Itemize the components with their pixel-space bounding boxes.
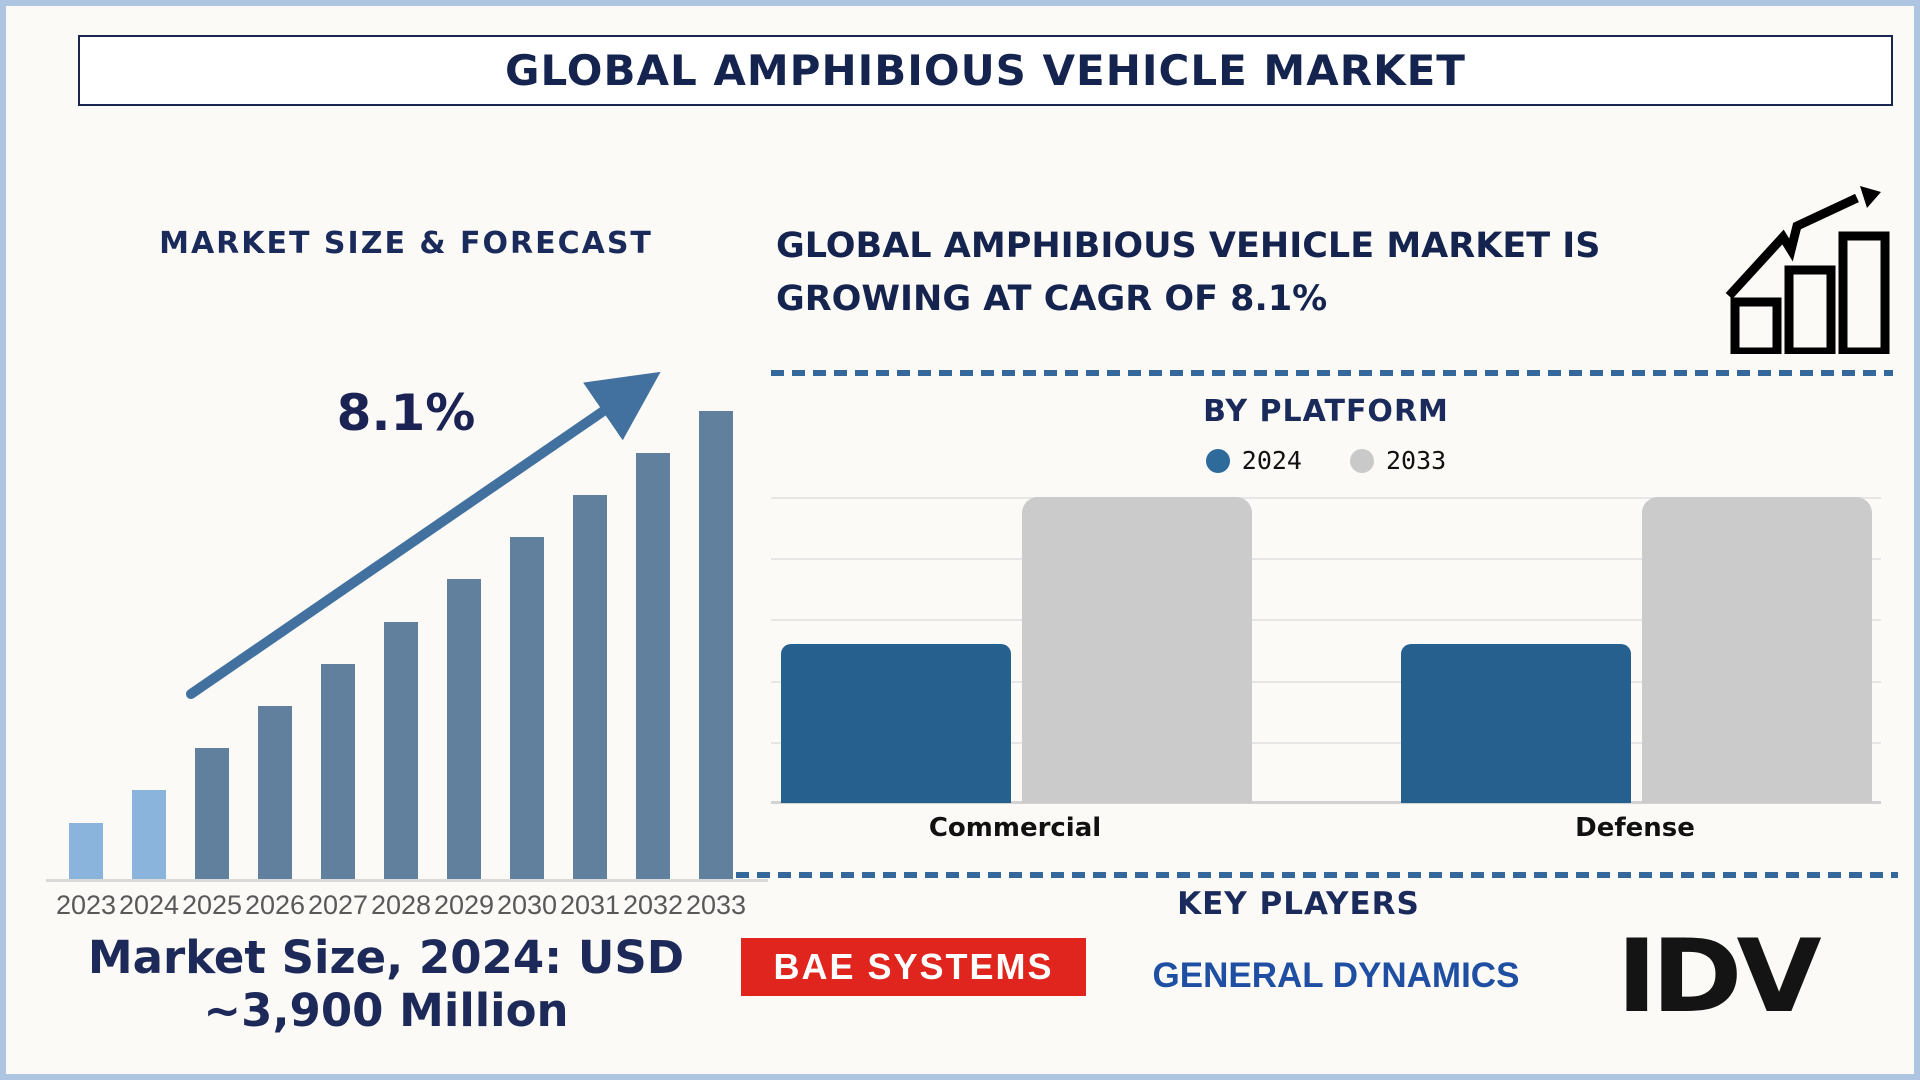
forecast-year-label: 2027 (307, 890, 369, 920)
gridline (771, 742, 1881, 744)
forecast-year-label: 2028 (370, 890, 432, 920)
forecast-bar-2030 (510, 537, 544, 879)
forecast-year-label: 2026 (244, 890, 306, 920)
general-dynamics-logo: GENERAL DYNAMICS (1111, 948, 1561, 1003)
forecast-bar-chart (69, 411, 733, 879)
platform-bar-defense-2024 (1401, 644, 1631, 803)
platform-grouped-bar-chart: Commercial Defense (771, 497, 1881, 843)
forecast-year-label: 2024 (118, 890, 180, 920)
gridline (771, 558, 1881, 560)
forecast-year-label: 2031 (559, 890, 621, 920)
by-platform-heading: BY PLATFORM (1203, 394, 1449, 429)
gridline (771, 619, 1881, 621)
forecast-bar-2031 (573, 495, 607, 879)
idv-logo-text: IDV (1616, 917, 1821, 1035)
gridline (771, 681, 1881, 683)
platform-bar-commercial-2024 (781, 644, 1011, 803)
forecast-bar-2028 (384, 622, 418, 879)
legend-dot-2033-icon (1350, 448, 1374, 473)
platform-bar-commercial-2033 (1022, 497, 1252, 803)
platform-axis-baseline (771, 801, 1881, 804)
market-size-note: Market Size, 2024: USD ~3,900 Million (51, 931, 721, 1037)
platform-bar-defense-2033 (1642, 497, 1872, 803)
legend-dot-2024-icon (1205, 448, 1230, 473)
bae-systems-logo: BAE SYSTEMS (741, 938, 1086, 996)
forecast-bar-2029 (447, 579, 481, 879)
market-size-note-line1: Market Size, 2024: USD (87, 931, 685, 984)
market-size-note-line2: ~3,900 Million (203, 983, 569, 1037)
legend-label-2024: 2024 (1241, 446, 1302, 475)
page-title: GLOBAL AMPHIBIOUS VEHICLE MARKET (505, 46, 1466, 95)
legend-item-2033: 2033 (1350, 446, 1446, 475)
title-box: GLOBAL AMPHIBIOUS VEHICLE MARKET (78, 35, 1893, 106)
growth-headline: GLOBAL AMPHIBIOUS VEHICLE MARKET IS GROW… (776, 226, 1601, 319)
forecast-bar-2033 (699, 411, 733, 879)
section-divider-dashed-bottom (736, 872, 1898, 878)
legend-label-2033: 2033 (1386, 446, 1447, 475)
forecast-bar-2027 (321, 664, 355, 879)
general-dynamics-logo-text: GENERAL DYNAMICS (1152, 955, 1520, 995)
platform-category-label-defense: Defense (1575, 813, 1695, 843)
legend-item-2024: 2024 (1205, 446, 1302, 475)
forecast-year-axis: 2023 2024 2025 2026 2027 2028 2029 2030 2031 2032… (55, 890, 747, 921)
forecast-bar-2032 (636, 453, 670, 879)
forecast-year-label: 2023 (55, 890, 117, 920)
forecast-bar-2024 (132, 790, 166, 879)
platform-chart-legend: 2024 2033 (771, 446, 1881, 475)
gridline (771, 497, 1881, 499)
forecast-year-label: 2030 (496, 890, 558, 920)
forecast-year-label: 2032 (622, 890, 684, 920)
key-players-heading: KEY PLAYERS (1177, 886, 1420, 922)
forecast-year-label: 2033 (685, 890, 747, 920)
idv-logo: IDV (1571, 906, 1861, 1046)
cagr-annotation: 8.1% (336, 384, 476, 442)
growth-chart-icon (1725, 186, 1890, 354)
forecast-bar-2023 (69, 823, 103, 879)
platform-category-label-commercial: Commercial (928, 813, 1102, 843)
forecast-bar-2025 (195, 748, 229, 879)
forecast-axis-baseline (46, 879, 768, 882)
forecast-bar-2026 (258, 706, 292, 879)
forecast-year-label: 2029 (433, 890, 495, 920)
section-divider-dashed-top (771, 370, 1893, 376)
forecast-year-label: 2025 (181, 890, 243, 920)
forecast-section-heading: MARKET SIZE & FORECAST (159, 226, 653, 261)
bae-systems-logo-text: BAE SYSTEMS (773, 946, 1054, 987)
